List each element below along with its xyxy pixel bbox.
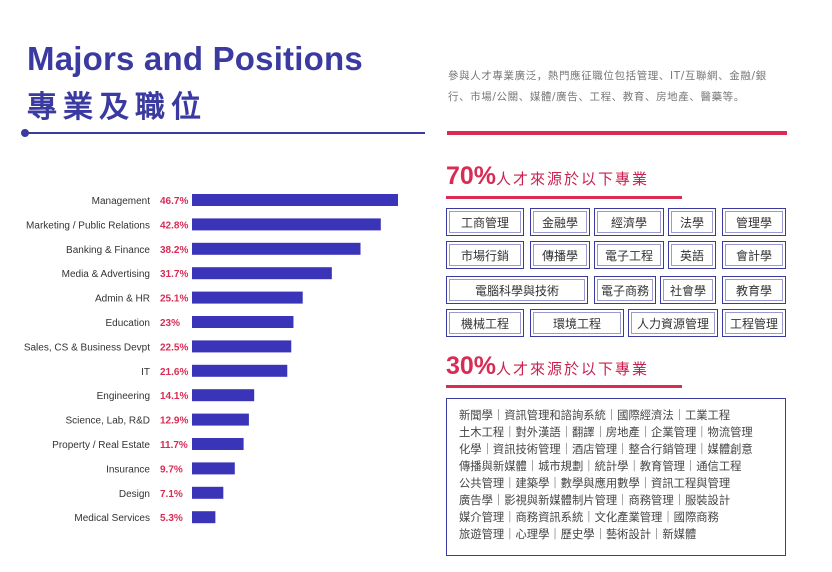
value-label: 12.9% bbox=[160, 416, 188, 427]
major-box: 電腦科學與技術 bbox=[446, 276, 588, 304]
major-box: 社會學 bbox=[660, 276, 716, 304]
value-label: 23% bbox=[160, 318, 180, 329]
bar bbox=[192, 389, 255, 402]
major-line: 旅遊管理｜心理學｜歷史學｜藝術設計｜新媒體 bbox=[459, 528, 697, 541]
major-line: 新聞學｜資訊管理和諮詢系統｜國際經濟法｜工業工程 bbox=[459, 409, 731, 422]
intro-text: 參與人才專業廣泛，熱門應征職位包括管理、IT/互聯網、金融/銀行、市場/公關、媒… bbox=[448, 70, 767, 103]
value-label: 9.7% bbox=[160, 464, 183, 475]
section-30-heading: 30%人才來源於以下專業 bbox=[446, 352, 649, 381]
title-rule bbox=[25, 132, 425, 134]
major-box: 英語 bbox=[668, 241, 716, 269]
value-label: 14.1% bbox=[160, 391, 188, 402]
category-label: Design bbox=[119, 489, 150, 500]
category-label: Media & Advertising bbox=[62, 269, 150, 280]
category-label: Banking & Finance bbox=[66, 245, 150, 256]
bar bbox=[192, 413, 249, 426]
value-label: 46.7% bbox=[160, 196, 188, 207]
major-line: 公共管理｜建築學｜數學與應用數學｜資訊工程與管理 bbox=[459, 477, 731, 490]
category-label: Management bbox=[92, 196, 151, 207]
positions-bar-chart: Management 46.7% Marketing / Public Relati… bbox=[24, 194, 398, 524]
value-label: 31.7% bbox=[160, 269, 188, 280]
category-label: Engineering bbox=[97, 391, 150, 402]
value-label: 21.6% bbox=[160, 367, 188, 378]
major-box: 金融學 bbox=[530, 208, 590, 236]
major-box: 工商管理 bbox=[446, 208, 524, 236]
major-box: 傳播學 bbox=[530, 241, 590, 269]
section-30-rule bbox=[446, 385, 682, 388]
bar bbox=[192, 438, 244, 450]
intro-rule bbox=[447, 131, 787, 135]
major-box: 法學 bbox=[668, 208, 716, 236]
major-box: 經濟學 bbox=[594, 208, 664, 236]
value-label: 38.2% bbox=[160, 245, 188, 256]
section-30-percent: 30% bbox=[446, 352, 497, 380]
bar bbox=[192, 242, 361, 255]
bar bbox=[192, 340, 292, 353]
major-line: 媒介管理｜商務資訊系統｜文化產業管理｜國際商務 bbox=[459, 511, 719, 524]
page-title: Majors and Positions bbox=[27, 40, 363, 77]
category-label: Property / Real Estate bbox=[52, 440, 150, 451]
value-label: 11.7% bbox=[160, 440, 188, 451]
major-box: 工程管理 bbox=[722, 309, 786, 337]
value-label: 25.1% bbox=[160, 294, 188, 305]
major-box: 教育學 bbox=[722, 276, 786, 304]
bar bbox=[192, 267, 332, 280]
value-label: 42.8% bbox=[160, 220, 188, 231]
major-line: 土木工程｜對外漢語｜翻譯｜房地產｜企業管理｜物流管理 bbox=[459, 426, 753, 439]
category-label: Insurance bbox=[106, 464, 150, 475]
section-70-label: 人才來源於以下專業 bbox=[496, 170, 650, 188]
section-70-rule bbox=[446, 196, 682, 199]
category-label: Medical Services bbox=[74, 513, 150, 524]
bar bbox=[192, 194, 398, 206]
major-box: 環境工程 bbox=[530, 309, 624, 337]
major-line: 廣告學｜影視與新媒體制片管理｜商務管理｜服裝設計 bbox=[459, 494, 731, 507]
page-title-chinese: 專業及職位 bbox=[27, 90, 207, 125]
major-line: 傳播與新媒體｜城市規劃｜統計學｜教育管理｜通信工程 bbox=[459, 460, 742, 473]
value-label: 5.3% bbox=[160, 513, 183, 524]
category-label: Education bbox=[106, 318, 150, 329]
bar bbox=[192, 291, 303, 304]
major-box: 市場行銷 bbox=[446, 241, 524, 269]
bar bbox=[192, 364, 288, 377]
category-label: Sales, CS & Business Devpt bbox=[24, 342, 150, 353]
bar bbox=[192, 462, 235, 475]
value-label: 7.1% bbox=[160, 489, 183, 500]
section-30-label: 人才來源於以下專業 bbox=[496, 360, 650, 378]
category-label: Science, Lab, R&D bbox=[66, 416, 151, 427]
bar bbox=[192, 511, 216, 524]
category-label: IT bbox=[141, 367, 150, 378]
bar bbox=[192, 218, 381, 231]
section-30-majors-box: 新聞學｜資訊管理和諮詢系統｜國際經濟法｜工業工程 土木工程｜對外漢語｜翻譯｜房地… bbox=[446, 398, 786, 556]
major-box: 管理學 bbox=[722, 208, 786, 236]
major-line: 化學｜資訊技術管理｜酒店管理｜整合行銷管理｜媒體創意 bbox=[459, 443, 753, 456]
major-box: 機械工程 bbox=[446, 309, 524, 337]
bar bbox=[192, 486, 224, 499]
major-box: 電子工程 bbox=[594, 241, 664, 269]
category-label: Marketing / Public Relations bbox=[26, 220, 150, 231]
value-label: 22.5% bbox=[160, 342, 188, 353]
category-label: Admin & HR bbox=[95, 294, 150, 305]
section-70-heading: 70%人才來源於以下專業 bbox=[446, 162, 649, 191]
section-70-percent: 70% bbox=[446, 162, 497, 190]
major-box: 人力資源管理 bbox=[628, 309, 718, 337]
bar bbox=[192, 316, 294, 328]
major-box: 會計學 bbox=[722, 241, 786, 269]
major-box: 電子商務 bbox=[594, 276, 656, 304]
